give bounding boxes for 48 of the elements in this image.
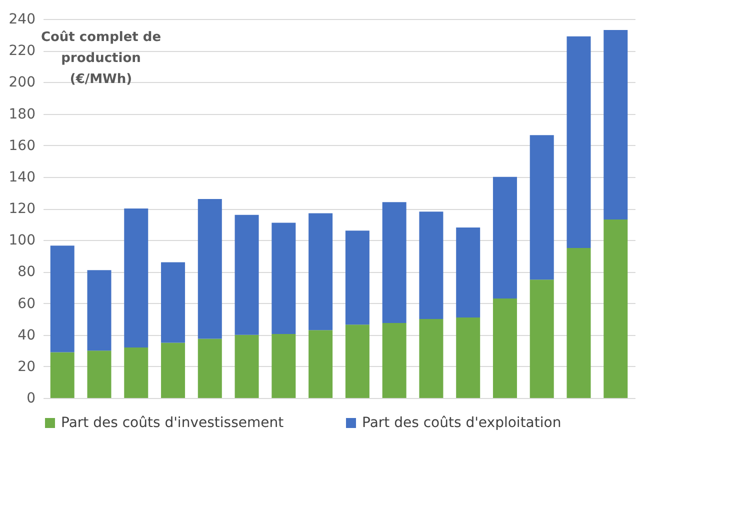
bar [50, 352, 74, 398]
bar [272, 334, 296, 398]
bar [161, 262, 186, 343]
bar [604, 30, 628, 220]
y-tick-label: 40 [18, 327, 36, 344]
y-tick-label: 160 [8, 138, 36, 154]
bar [198, 199, 222, 339]
bar [604, 220, 628, 398]
bar [566, 36, 591, 248]
y-axis-title: Coût complet de production (€/MWh) [40, 30, 162, 87]
bar [456, 317, 480, 398]
bar [198, 338, 222, 398]
bar [87, 350, 112, 398]
y-tick-label: 100 [8, 232, 36, 249]
bar [492, 176, 517, 299]
bar [234, 214, 259, 335]
y-tick-label: 60 [18, 296, 36, 312]
bar [124, 347, 148, 398]
legend-label: Part des coûts d'investissement [61, 415, 284, 431]
bar [456, 227, 480, 318]
bar [566, 248, 591, 398]
bar [492, 298, 517, 398]
bar [382, 202, 406, 323]
bar [308, 330, 333, 398]
y-tick-label: 120 [8, 201, 36, 217]
bar [234, 334, 259, 398]
bar [419, 319, 444, 398]
bar [530, 135, 554, 280]
y-tick-label: 180 [8, 106, 36, 122]
y-tick-label: 200 [8, 74, 36, 91]
bar [345, 230, 370, 325]
bar [419, 212, 444, 320]
bar [161, 342, 186, 398]
y-tick-label: 0 [26, 390, 36, 406]
y-tick-label: 240 [8, 12, 36, 28]
bar [308, 213, 333, 330]
y-tick-label: 80 [18, 264, 36, 280]
y-tick-label: 220 [8, 43, 36, 60]
bar [87, 270, 112, 351]
bar [530, 280, 554, 398]
y-tick-label: 140 [8, 169, 36, 186]
bar [50, 246, 74, 352]
bar [272, 222, 296, 334]
legend-label: Part des coûts d'exploitation [362, 415, 562, 431]
y-tick-label: 20 [18, 358, 36, 375]
bar [345, 324, 370, 398]
bar [124, 208, 148, 348]
bar [382, 322, 406, 398]
